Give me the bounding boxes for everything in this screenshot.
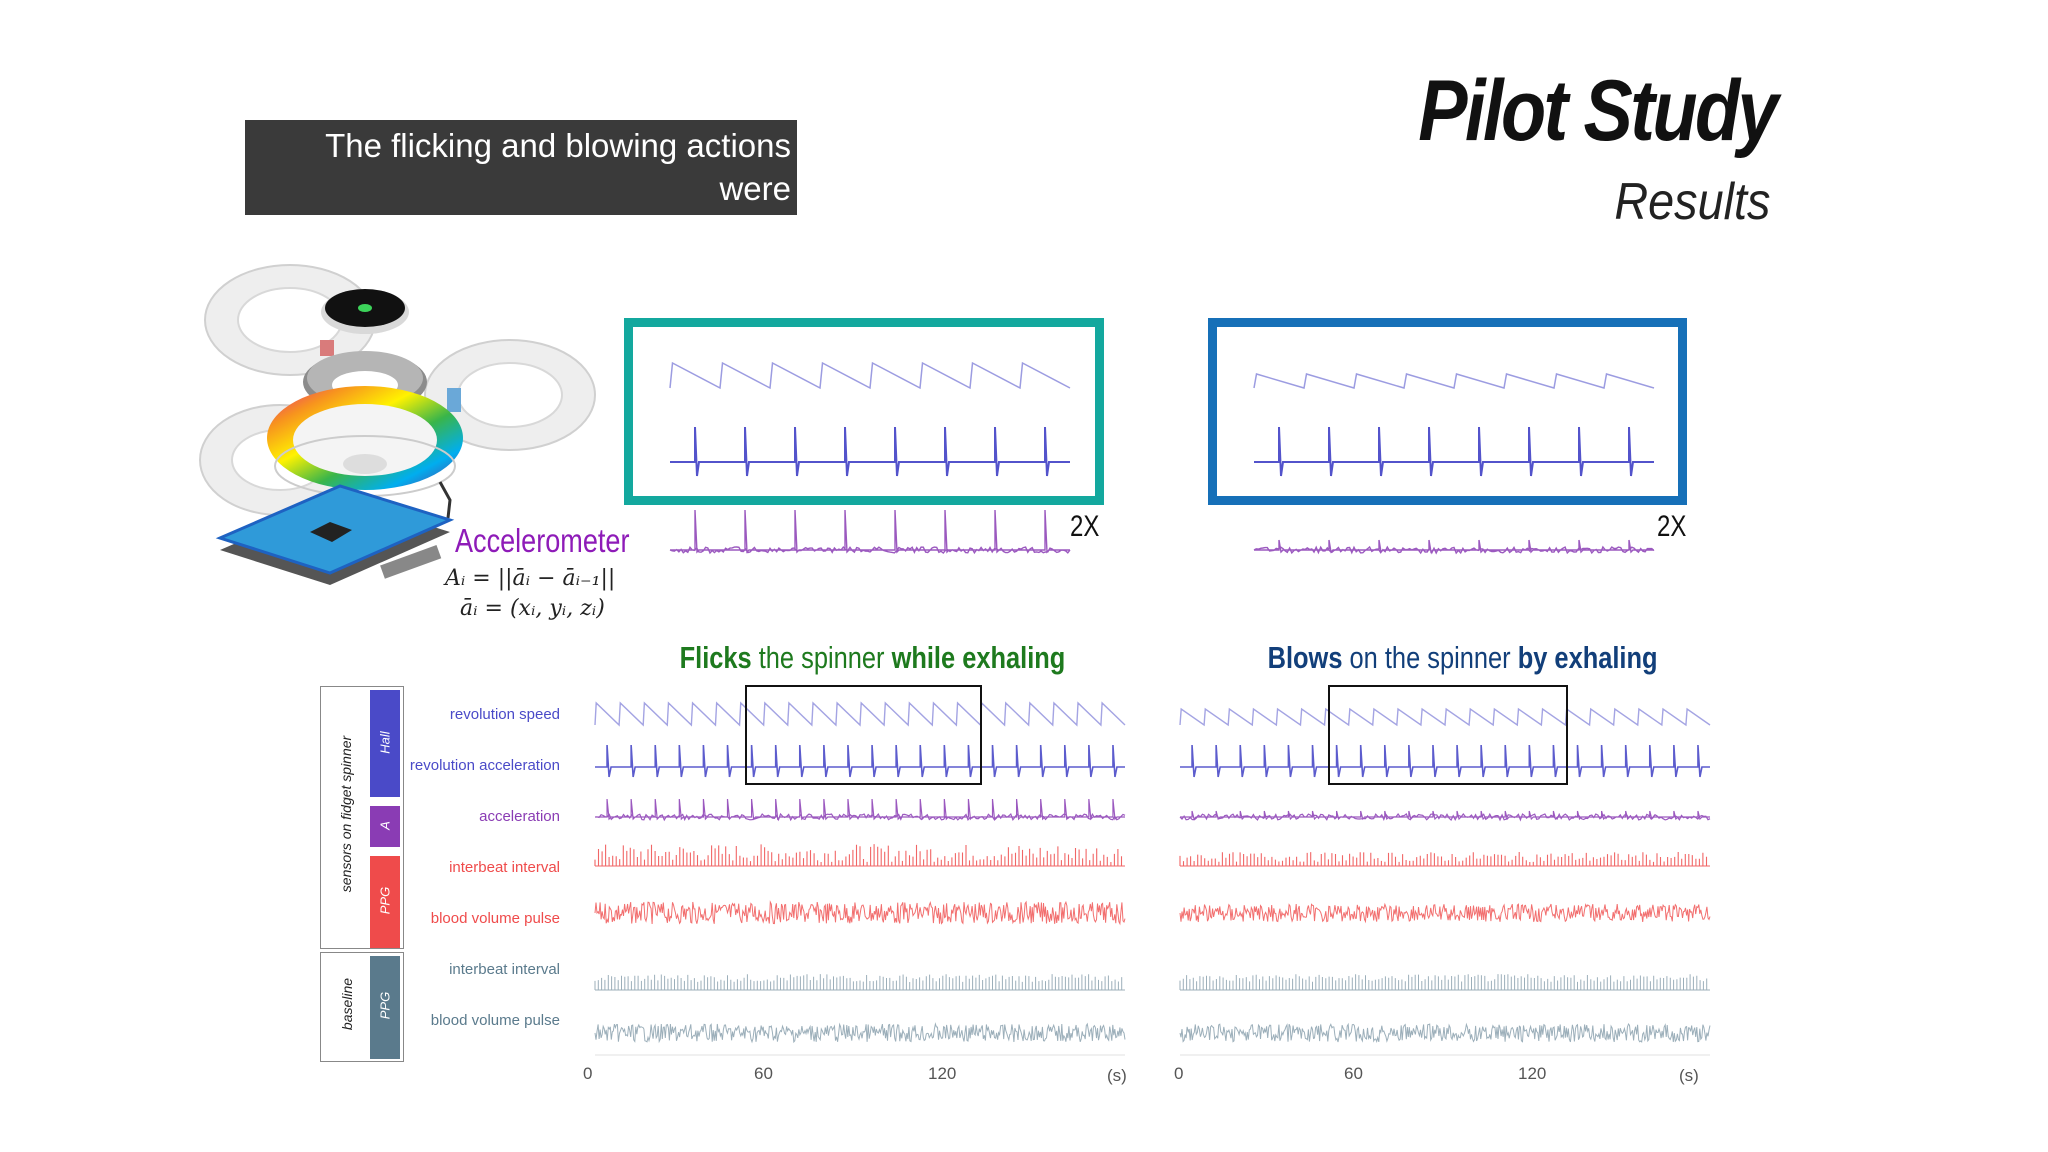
tick-label-120: 120 [928,1064,957,1083]
zoom-revolution-acceleration-trace [1254,426,1654,477]
blow-traces [1179,707,1711,1043]
blow-zoom-box [1208,318,1687,505]
axis-unit-label: (s) [1679,1066,1699,1085]
zoom-speed-trace [669,361,1071,390]
slide-subtitle: Results [1613,173,1770,231]
blow-signal-panel [1179,707,1711,1056]
magnet-icon [447,388,461,412]
heading-text: on the spinner [1342,640,1518,675]
revolution-speed-trace [1179,707,1711,727]
right-magnification-label: 2X [1657,510,1687,543]
heading-strong: Flicks [679,640,752,675]
zoom-revolution-acceleration-trace [670,426,1070,477]
flick-signal-panel [594,701,1126,1056]
blow-zoom-region-box [1328,685,1568,785]
left-magnification-label: 2X [1070,510,1100,543]
signal-label-baseline-interbeat-interval: interbeat interval [449,961,560,978]
zoom-acceleration-trace [669,509,1071,555]
formula-line-1: Aᵢ = ||āᵢ − āᵢ₋₁|| [445,566,616,591]
zoom-revolution-acceleration-trace [670,426,1070,477]
revolution-speed-trace [594,701,1126,727]
a-group-label: A [377,821,393,830]
flick-traces [594,701,1126,1044]
baseline-group-box [320,952,404,1062]
revolution-acceleration-trace [1180,744,1710,778]
flick-zoom-region-box [745,685,982,785]
zoom-revolution-acceleration-trace [1254,426,1654,477]
signal-label-revolution-speed: revolution speed [449,706,560,723]
tick-label-60: 60 [1344,1064,1363,1083]
signal-label-baseline-blood-volume-pulse: blood volume pulse [430,1012,560,1029]
zoom-speed-trace [669,361,1071,390]
tick-label-0: 0 [1174,1064,1184,1083]
fidget-spinner-illustration [199,264,596,585]
blow-zoom-traces [1253,373,1655,555]
right-panel-heading: Blows on the spinner by exhaling [1267,640,1658,676]
callout-line-2: all reliably captured. [497,213,792,250]
heading-strong: by exhaling [1517,640,1658,675]
slide-title: Pilot Study [1418,63,1778,159]
baseline-interbeat-interval-trace [594,974,1125,991]
a-group-bar [370,806,400,847]
baseline-ppg-group-bar [370,956,400,1059]
formula-line-2: āᵢ = (xᵢ, yᵢ, zᵢ) [460,596,605,621]
zoom-acceleration-trace [669,509,1071,555]
acceleration-trace [594,798,1126,822]
sensors-group-box [320,686,404,949]
tick-label-120: 120 [1518,1064,1547,1083]
heading-strong: while exhaling [891,640,1066,675]
acceleration-trace [1179,810,1711,822]
flick-zoom-box [624,318,1104,505]
heading-text: the spinner [751,640,892,675]
axis-unit-label: (s) [1107,1066,1127,1085]
blood-volume-pulse-trace [594,900,1126,926]
zoom-speed-trace [1253,373,1655,389]
zoom-acceleration-trace [1253,539,1655,555]
zoom-acceleration-trace [1253,539,1655,555]
heading-strong: Blows [1267,640,1343,675]
hall-group-bar [370,690,400,797]
zoom-speed-trace [1253,373,1655,389]
tick-label-60: 60 [754,1064,773,1083]
callout-line-1: The flicking and blowing actions were [325,127,791,207]
signal-label-acceleration: acceleration [479,808,560,825]
revolution-acceleration-trace [595,744,1125,778]
baseline-interbeat-interval-trace [1179,974,1710,991]
flick-zoom-traces [669,361,1071,555]
baseline-blood-volume-pulse-trace [594,1022,1126,1044]
signal-label-revolution-acceleration: revolution acceleration [409,757,560,774]
ppg-group-bar [370,856,400,948]
accelerometer-label: Accelerometer [455,522,630,559]
baseline-blood-volume-pulse-trace [1179,1022,1711,1043]
interbeat-interval-trace [1179,852,1710,867]
callout-box: The flicking and blowing actions were al… [245,120,797,250]
signal-label-interbeat-interval: interbeat interval [449,859,560,876]
left-panel-heading: Flicks the spinner while exhaling [679,640,1066,676]
tick-label-0: 0 [583,1064,593,1083]
interbeat-interval-trace [594,844,1125,867]
signal-label-blood-volume-pulse: blood volume pulse [430,910,560,927]
blood-volume-pulse-trace [1179,902,1711,924]
magnet-icon [320,340,334,356]
